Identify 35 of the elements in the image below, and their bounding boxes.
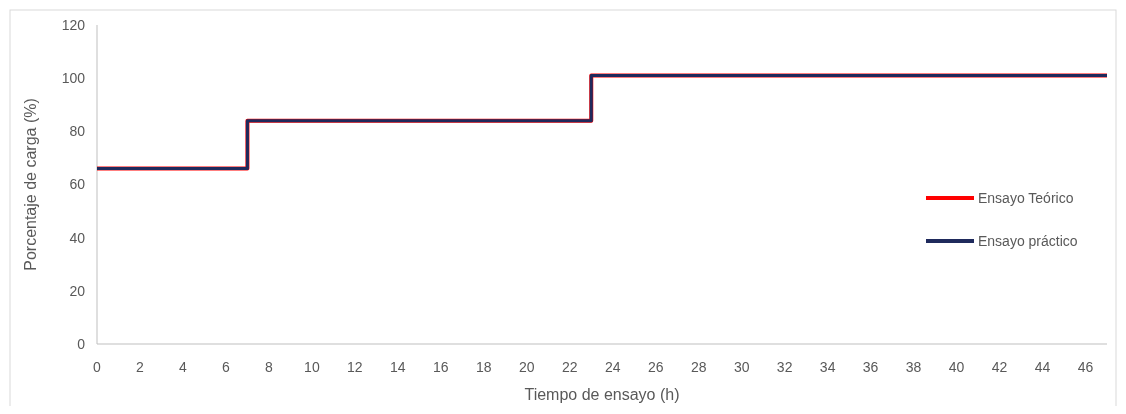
y-tick-label: 20 bbox=[69, 282, 86, 299]
x-tick-label: 6 bbox=[222, 359, 231, 375]
x-tick-label: 20 bbox=[519, 359, 535, 375]
x-tick-label: 32 bbox=[776, 359, 793, 375]
x-tick-label: 10 bbox=[304, 359, 320, 375]
x-tick-label: 4 bbox=[179, 359, 188, 375]
y-tick-label: 60 bbox=[69, 176, 86, 193]
y-tick-label: 120 bbox=[61, 16, 86, 33]
x-tick-label: 36 bbox=[862, 359, 879, 375]
x-tick-label: 38 bbox=[905, 359, 922, 375]
x-tick-label: 40 bbox=[948, 359, 965, 375]
x-tick-label: 14 bbox=[390, 359, 406, 375]
x-tick-label: 16 bbox=[433, 359, 449, 375]
x-tick-label: 26 bbox=[647, 359, 664, 375]
legend-label: Ensayo práctico bbox=[978, 232, 1078, 249]
x-tick-label: 46 bbox=[1077, 359, 1094, 375]
x-tick-label: 44 bbox=[1034, 359, 1051, 375]
y-tick-label: 0 bbox=[77, 335, 86, 352]
x-tick-label: 12 bbox=[347, 359, 363, 375]
x-tick-label: 42 bbox=[991, 359, 1008, 375]
x-tick-label: 0 bbox=[93, 359, 102, 375]
x-axis-title: Tiempo de ensayo (h) bbox=[524, 386, 680, 403]
y-tick-label: 100 bbox=[61, 70, 86, 87]
x-tick-label: 18 bbox=[476, 359, 492, 375]
x-tick-label: 28 bbox=[690, 359, 707, 375]
x-tick-label: 30 bbox=[733, 359, 750, 375]
legend-label: Ensayo Teórico bbox=[978, 189, 1074, 206]
x-tick-label: 22 bbox=[561, 359, 578, 375]
x-tick-label: 2 bbox=[136, 359, 145, 375]
y-tick-label: 40 bbox=[69, 229, 86, 246]
x-tick-label: 8 bbox=[265, 359, 274, 375]
y-tick-label: 80 bbox=[69, 123, 86, 140]
y-axis-title: Porcentaje de carga (%) bbox=[22, 98, 39, 271]
x-tick-label: 24 bbox=[604, 359, 621, 375]
x-tick-label: 34 bbox=[819, 359, 836, 375]
